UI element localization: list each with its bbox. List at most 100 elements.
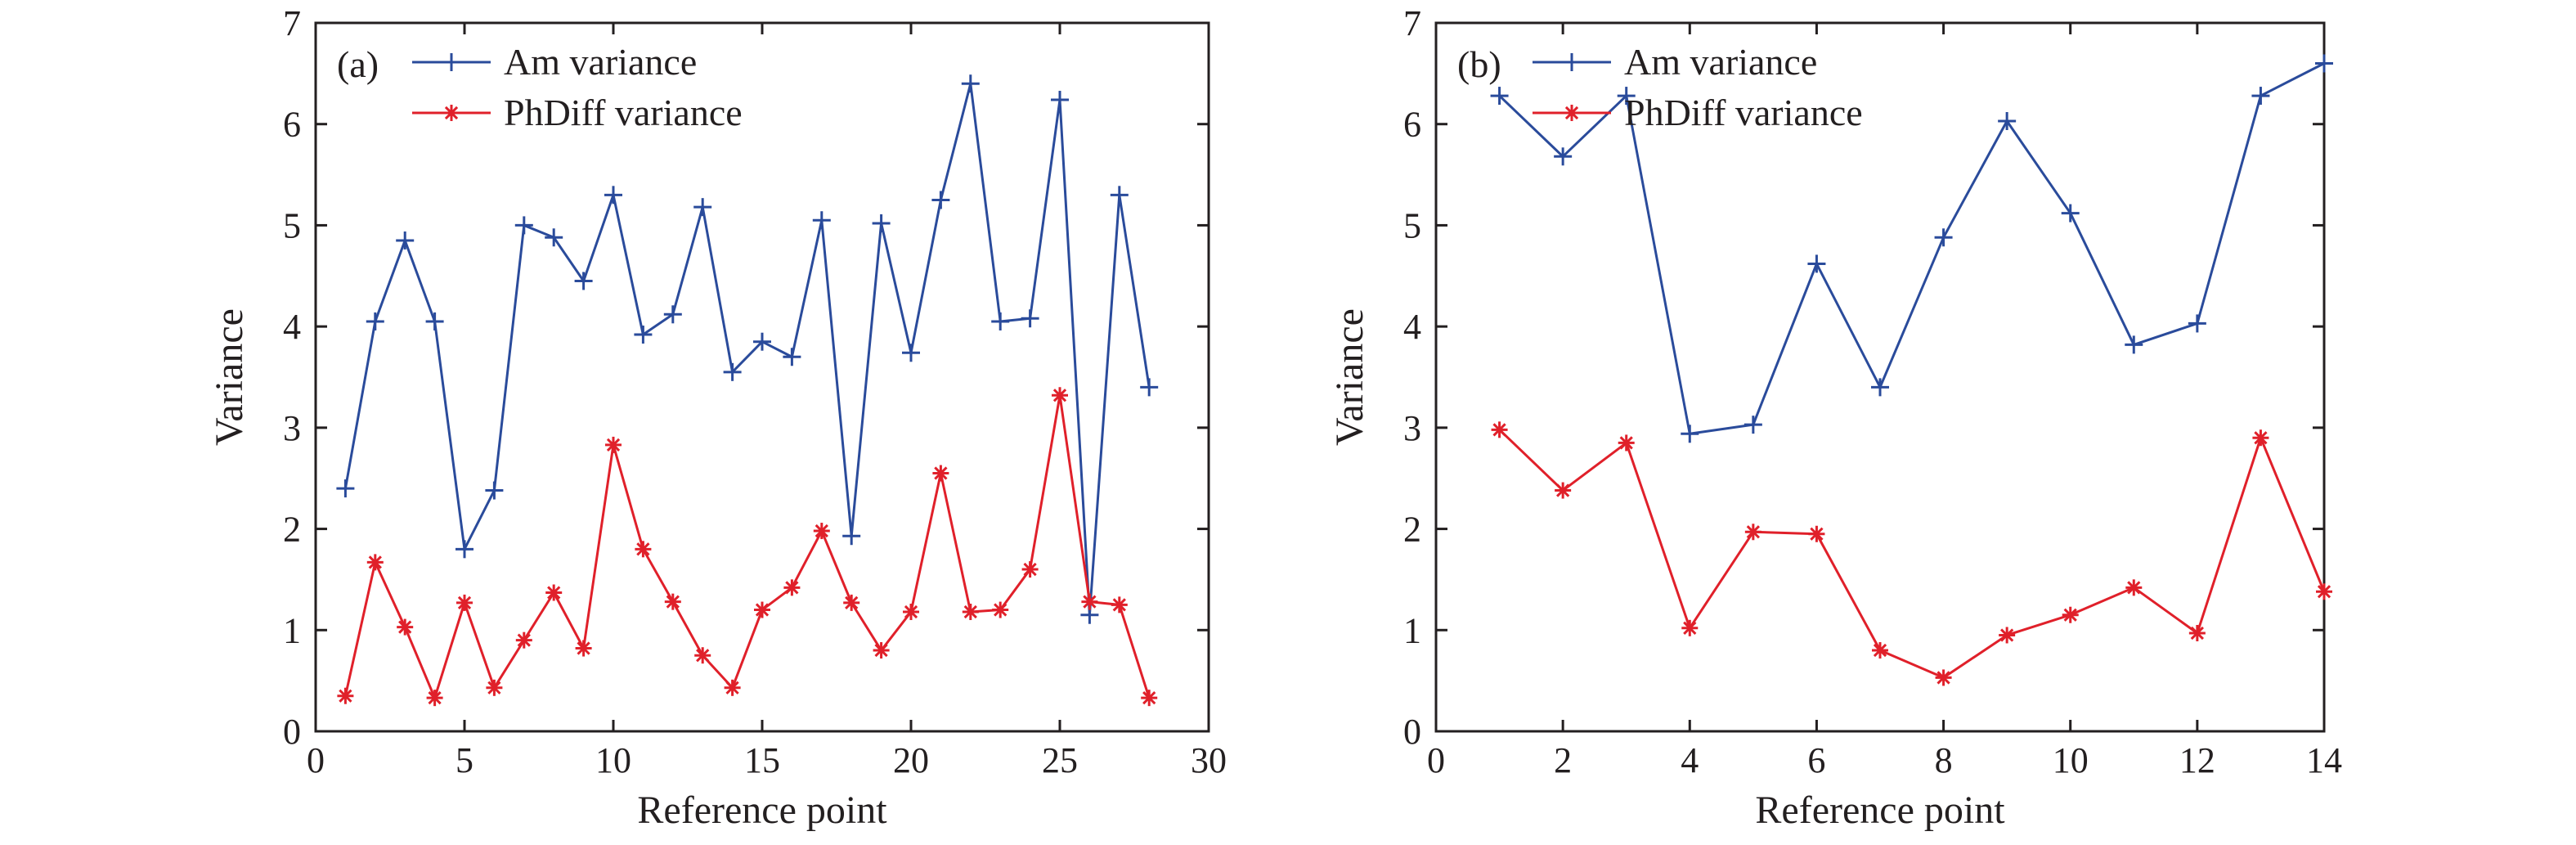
chart-b-y-tick-label: 7	[1403, 3, 1421, 43]
chart-b-series-phdiff-variance	[1491, 421, 2332, 686]
chart-b-data-point	[2125, 579, 2143, 596]
chart-b-data-point	[1554, 147, 1573, 166]
chart-b-data-point	[2316, 583, 2332, 600]
chart-a-data-point	[724, 679, 741, 696]
chart-b-x-tick-label: 12	[2179, 740, 2215, 780]
chart-a-legend-label: Am variance	[504, 41, 697, 83]
chart-a-legend: Am variance PhDiff variance	[412, 41, 743, 133]
chart-a-x-tick-label: 10	[595, 740, 631, 780]
chart-a-data-point	[812, 211, 831, 230]
chart-a-data-point	[515, 632, 532, 649]
chart-b-data-point	[1681, 425, 1699, 443]
chart-a-data-point	[1052, 387, 1068, 404]
chart-a-data-point	[396, 231, 415, 249]
chart-a-data-point	[723, 362, 742, 381]
chart-b-data-point	[2251, 87, 2270, 106]
chart-b-legend-entry: PhDiff variance	[1533, 92, 1863, 133]
chart-a-data-point	[545, 228, 563, 247]
chart-b-data-point	[2315, 54, 2333, 73]
chart-b-panel-label: (b)	[1457, 43, 1501, 85]
chart-a-series-line	[343, 82, 1151, 617]
chart-a-x-tick-label: 25	[1042, 740, 1078, 780]
chart-b-x-tick-label: 2	[1554, 740, 1572, 780]
chart-a-legend-entry: Am variance	[412, 41, 697, 83]
chart-a-legend-entry: PhDiff variance	[412, 92, 743, 133]
chart-b-series-am-variance	[1490, 54, 2333, 443]
chart-a-data-point	[425, 312, 444, 330]
chart-a-data-point	[366, 312, 384, 330]
chart-a-data-point	[783, 348, 801, 366]
chart-a-data-point	[545, 584, 563, 601]
chart-b-y-tick-label: 3	[1403, 408, 1421, 448]
chart-b-legend-marker	[1563, 53, 1581, 71]
chart-b-legend-entry: Am variance	[1533, 41, 1817, 83]
chart-b-plot-frame	[1434, 21, 2326, 733]
chart-b-data-point	[2125, 335, 2143, 354]
chart-a-x-tick-label: 30	[1191, 740, 1227, 780]
chart-a-data-point	[456, 594, 473, 611]
chart-a-x-tick-label: 0	[307, 740, 325, 780]
chart-b-legend: Am variance PhDiff variance	[1533, 41, 1863, 133]
chart-a-y-tick-label: 3	[283, 408, 301, 448]
chart-a-data-point	[1051, 91, 1069, 110]
chart-b-x-tick-label: 10	[2053, 740, 2089, 780]
chart-a-data-point	[336, 479, 355, 498]
chart-a-data-point	[604, 186, 622, 205]
chart-b-y-axis-label: Variance	[1328, 308, 1371, 446]
chart-b-x-tick-label: 8	[1935, 740, 1953, 780]
chart-a-data-point	[1081, 593, 1098, 610]
chart-b-data-point	[1935, 669, 1952, 686]
chart-b-data-point	[1872, 642, 1888, 659]
chart-a-data-point	[1111, 596, 1128, 614]
chart-b-data-point	[1618, 434, 1635, 452]
chart-b-data-point	[1681, 619, 1699, 636]
chart-a-x-tick-label: 20	[893, 740, 929, 780]
chart-b-y-tick-label: 2	[1403, 510, 1421, 550]
chart-a-data-point	[783, 579, 801, 596]
chart-a-data-point	[1021, 309, 1039, 328]
chart-a-y-tick-label: 2	[283, 510, 301, 550]
chart-a-data-point	[992, 601, 1009, 618]
chart-a-data-point	[693, 198, 712, 217]
chart-b-y-tick-label: 6	[1403, 105, 1421, 145]
chart-a-data-point	[514, 216, 533, 235]
chart-b-y-tick-label: 0	[1403, 712, 1421, 752]
chart-b-y-tick-label: 1	[1403, 610, 1421, 650]
chart-b-data-point	[1490, 87, 1509, 106]
chart-b-data-point	[1871, 378, 1889, 397]
chart-panel-a: 0 5 10 15 20 25 30 0 1 2 3 4 5 6 7 Reference point Varia…	[208, 3, 1227, 832]
chart-a-data-point	[1140, 378, 1159, 397]
chart-a-data-point	[574, 272, 593, 290]
chart-b-data-point	[1555, 482, 1572, 499]
chart-a-data-point	[575, 640, 592, 657]
chart-b-legend-marker	[1564, 105, 1580, 121]
chart-b-data-point	[1999, 627, 2016, 644]
chart-a-legend-marker	[443, 105, 460, 121]
chart-a-y-tick-label: 0	[283, 712, 301, 752]
chart-b-legend-label: Am variance	[1624, 41, 1817, 83]
chart-a-data-point	[843, 594, 860, 611]
chart-a-data-point	[486, 679, 503, 696]
chart-a-data-point	[873, 642, 890, 659]
chart-a-y-axis-label: Variance	[208, 308, 251, 446]
chart-a-panel-label: (a)	[337, 43, 379, 85]
chart-a-data-point	[694, 647, 711, 664]
chart-a-data-point	[1021, 561, 1039, 578]
chart-a-data-point	[426, 690, 443, 707]
chart-a-x-axis-label: Reference point	[637, 789, 887, 832]
chart-a-data-point	[1110, 186, 1129, 205]
chart-a-y-tick-label: 6	[283, 105, 301, 145]
chart-a-data-point	[664, 593, 681, 610]
chart-a-x-tick-label: 15	[744, 740, 780, 780]
chart-b-y-tick-label: 5	[1403, 205, 1421, 245]
chart-a-legend-marker	[442, 53, 460, 71]
chart-b-data-point	[2188, 624, 2206, 641]
chart-a-data-point	[635, 541, 652, 558]
chart-a-y-tick-label: 1	[283, 610, 301, 650]
chart-b-data-point	[2252, 429, 2269, 447]
chart-b-data-point	[2062, 606, 2079, 623]
chart-a-data-point	[842, 527, 861, 546]
chart-b-data-point	[2061, 204, 2080, 222]
chart-b-data-point	[1491, 421, 1508, 438]
